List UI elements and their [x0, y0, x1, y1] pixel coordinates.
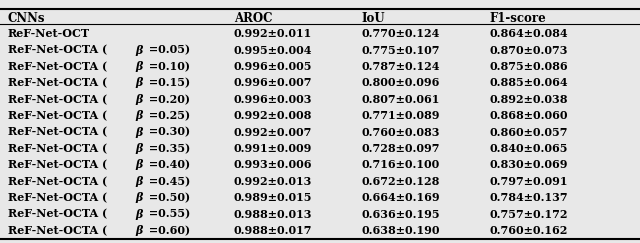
Text: 0.797±0.091: 0.797±0.091 — [490, 176, 568, 187]
Text: ReF-Net-OCTA (: ReF-Net-OCTA ( — [8, 61, 107, 72]
Text: 0.875±0.086: 0.875±0.086 — [490, 61, 568, 72]
Text: IoU: IoU — [362, 12, 385, 25]
Text: β: β — [136, 143, 143, 154]
Text: 0.864±0.084: 0.864±0.084 — [490, 28, 568, 39]
Text: =0.50): =0.50) — [145, 192, 190, 203]
Text: 0.995±0.004: 0.995±0.004 — [234, 45, 312, 56]
Text: β: β — [136, 127, 143, 138]
Text: 0.775±0.107: 0.775±0.107 — [362, 45, 440, 56]
Text: 0.728±0.097: 0.728±0.097 — [362, 143, 440, 154]
Text: 0.885±0.064: 0.885±0.064 — [490, 78, 568, 88]
Text: 0.664±0.169: 0.664±0.169 — [362, 192, 440, 203]
Text: β: β — [136, 208, 143, 219]
Text: =0.60): =0.60) — [145, 225, 190, 236]
Text: 0.988±0.013: 0.988±0.013 — [234, 208, 312, 219]
Text: 0.860±0.057: 0.860±0.057 — [490, 127, 568, 138]
Text: 0.992±0.011: 0.992±0.011 — [234, 28, 312, 39]
Text: 0.989±0.015: 0.989±0.015 — [234, 192, 312, 203]
Text: 0.784±0.137: 0.784±0.137 — [490, 192, 568, 203]
Text: ReF-Net-OCT: ReF-Net-OCT — [8, 28, 90, 39]
Text: ReF-Net-OCTA (: ReF-Net-OCTA ( — [8, 45, 107, 56]
Text: 0.760±0.083: 0.760±0.083 — [362, 127, 440, 138]
Text: β: β — [136, 225, 143, 236]
Text: CNNs: CNNs — [8, 12, 45, 25]
Text: 0.868±0.060: 0.868±0.060 — [490, 110, 568, 121]
Text: 0.830±0.069: 0.830±0.069 — [490, 159, 568, 170]
Text: =0.40): =0.40) — [145, 159, 190, 170]
Text: ReF-Net-OCTA (: ReF-Net-OCTA ( — [8, 110, 107, 121]
Text: β: β — [136, 110, 143, 121]
Text: =0.45): =0.45) — [145, 176, 191, 187]
Text: 0.996±0.003: 0.996±0.003 — [234, 94, 312, 105]
Text: 0.992±0.008: 0.992±0.008 — [234, 110, 312, 121]
Text: 0.996±0.007: 0.996±0.007 — [234, 78, 312, 88]
Text: ReF-Net-OCTA (: ReF-Net-OCTA ( — [8, 94, 107, 105]
Text: =0.20): =0.20) — [145, 94, 190, 105]
Text: β: β — [136, 192, 143, 203]
Text: =0.10): =0.10) — [145, 61, 190, 72]
Text: 0.992±0.013: 0.992±0.013 — [234, 176, 312, 187]
Text: ReF-Net-OCTA (: ReF-Net-OCTA ( — [8, 159, 107, 170]
Text: β: β — [136, 94, 143, 105]
Text: 0.892±0.038: 0.892±0.038 — [490, 94, 568, 105]
Text: β: β — [136, 176, 143, 187]
Text: β: β — [136, 61, 143, 72]
Text: 0.771±0.089: 0.771±0.089 — [362, 110, 440, 121]
Text: 0.672±0.128: 0.672±0.128 — [362, 176, 440, 187]
Text: 0.770±0.124: 0.770±0.124 — [362, 28, 440, 39]
Text: =0.25): =0.25) — [145, 110, 190, 121]
Text: 0.636±0.195: 0.636±0.195 — [362, 208, 440, 219]
Text: =0.55): =0.55) — [145, 208, 191, 219]
Text: ReF-Net-OCTA (: ReF-Net-OCTA ( — [8, 208, 107, 219]
Text: F1-score: F1-score — [490, 12, 547, 25]
Text: ReF-Net-OCTA (: ReF-Net-OCTA ( — [8, 176, 107, 187]
Text: ReF-Net-OCTA (: ReF-Net-OCTA ( — [8, 192, 107, 203]
Text: 0.870±0.073: 0.870±0.073 — [490, 45, 568, 56]
Text: ReF-Net-OCTA (: ReF-Net-OCTA ( — [8, 225, 107, 236]
Text: β: β — [136, 78, 143, 88]
Text: 0.807±0.061: 0.807±0.061 — [362, 94, 440, 105]
Text: 0.991±0.009: 0.991±0.009 — [234, 143, 312, 154]
Text: 0.757±0.172: 0.757±0.172 — [490, 208, 568, 219]
Text: 0.638±0.190: 0.638±0.190 — [362, 225, 440, 236]
Text: 0.993±0.006: 0.993±0.006 — [234, 159, 312, 170]
Text: 0.716±0.100: 0.716±0.100 — [362, 159, 440, 170]
Text: ReF-Net-OCTA (: ReF-Net-OCTA ( — [8, 127, 107, 138]
Text: =0.05): =0.05) — [145, 45, 190, 56]
Text: 0.840±0.065: 0.840±0.065 — [490, 143, 568, 154]
Text: 0.787±0.124: 0.787±0.124 — [362, 61, 440, 72]
Text: 0.992±0.007: 0.992±0.007 — [234, 127, 312, 138]
Text: 0.760±0.162: 0.760±0.162 — [490, 225, 568, 236]
Text: 0.996±0.005: 0.996±0.005 — [234, 61, 312, 72]
Text: ReF-Net-OCTA (: ReF-Net-OCTA ( — [8, 78, 107, 88]
Text: 0.988±0.017: 0.988±0.017 — [234, 225, 312, 236]
Text: β: β — [136, 45, 143, 56]
Text: AROC: AROC — [234, 12, 272, 25]
Text: =0.35): =0.35) — [145, 143, 191, 154]
Text: 0.800±0.096: 0.800±0.096 — [362, 78, 440, 88]
Text: ReF-Net-OCTA (: ReF-Net-OCTA ( — [8, 143, 107, 154]
Text: =0.30): =0.30) — [145, 127, 190, 138]
Text: =0.15): =0.15) — [145, 78, 190, 88]
Text: β: β — [136, 159, 143, 170]
